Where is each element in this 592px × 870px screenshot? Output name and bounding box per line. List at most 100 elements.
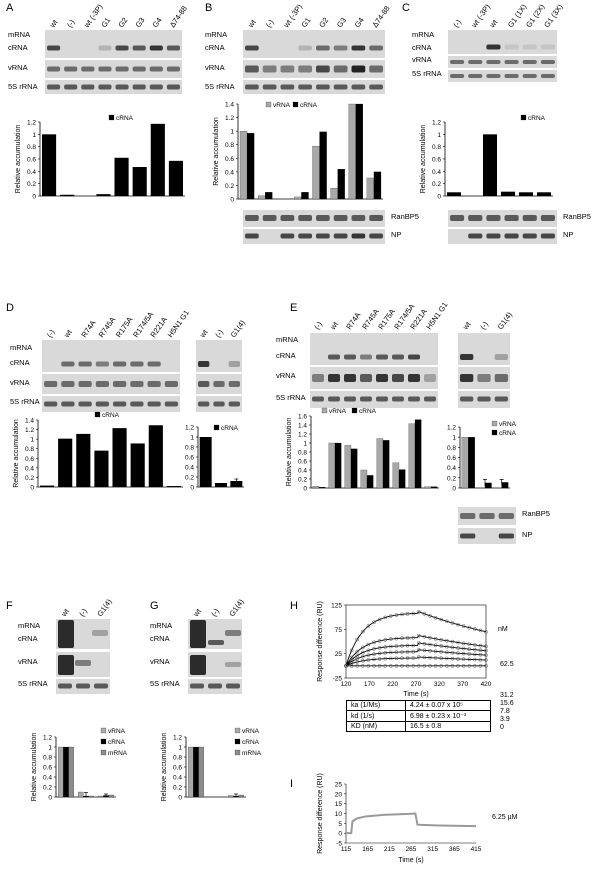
gel-box-D2: [42, 374, 180, 394]
row-label-B-np: NP: [391, 230, 401, 239]
bar-G-mRNA-2: [238, 794, 244, 798]
gel-band-E5-0: [460, 374, 474, 382]
data-point-0-100: [484, 629, 488, 634]
gel-band-F3-2: [94, 683, 108, 689]
bar-D1-cRNA-3: [94, 450, 109, 487]
gel-band-D3-6: [147, 401, 161, 407]
data-point-2-16: [366, 648, 371, 653]
gel-band-D2-2: [78, 381, 92, 387]
data-point-2-92: [472, 647, 477, 652]
legend-label-E1-crna: cRNA: [359, 408, 377, 415]
y-tick-label-F-4: 0.8: [43, 755, 52, 762]
data-point-1-84: [461, 641, 466, 646]
gel-band-E2-3: [360, 374, 372, 382]
gel-band-B5-6: [369, 233, 383, 239]
gel-band-A2-5: [132, 66, 146, 72]
data-point-1-24: [377, 639, 382, 643]
y-tick-label-F-6: 1.2: [43, 735, 52, 742]
data-point-4-92: [472, 657, 477, 662]
chart-D1: 0 0.2 0.4 0.6 0.8 1 1.2 1.4 Relative accumulatio…: [13, 411, 183, 492]
bar-B-cRNA-1: [265, 192, 273, 200]
bar-B-cRNA-3: [301, 192, 309, 200]
gel-band-C2-1: [468, 60, 483, 64]
y-tick-label-D1-5: 1: [30, 437, 34, 444]
data-point-3-12: [360, 654, 365, 659]
conc-label-2: 15.6: [500, 700, 514, 707]
data-point-0-88: [467, 625, 472, 630]
fit-curve-0: [345, 611, 487, 666]
bar-E1-cRNA-6: [414, 419, 422, 489]
gel-band-G2-1: [225, 662, 241, 667]
data-point-4-80: [456, 657, 460, 661]
gel-band-B4-3: [298, 215, 312, 221]
legend-swatch-F-mrna: [100, 749, 107, 756]
lane-label-F-1: (-): [77, 606, 89, 618]
x-axis-label-I: Time (s): [398, 857, 423, 864]
conc-unit: nM: [498, 626, 508, 633]
legend-label-G-mrna: mRNA: [242, 750, 262, 757]
gel-band-G1-0: [190, 620, 206, 648]
data-point-1-88: [467, 642, 472, 646]
gel-band-B4-2: [280, 215, 295, 221]
bar-E1-cRNA-4: [382, 440, 390, 489]
gel-box-C4: [448, 210, 557, 227]
gel-band-B5-2: [298, 233, 312, 239]
y-tick-label-B-2: 0.4: [225, 169, 234, 176]
gel-band-E2-4: [376, 374, 388, 382]
row-label-A-vrna: vRNA: [8, 63, 28, 72]
y-tick-label-I-3: 10: [335, 811, 343, 818]
data-point-4-88: [467, 657, 472, 662]
gel-band-F1-1: [92, 630, 108, 636]
y-tick-label-I-5: 20: [335, 791, 343, 798]
gel-band-E2-2: [344, 374, 356, 382]
y-tick-label-D1-0: 0: [30, 485, 34, 492]
bar-F-mRNA-2: [108, 794, 114, 798]
gel-band-G2-0: [190, 655, 206, 675]
gel-band-B1-3: [333, 45, 348, 51]
data-point-5-100: [484, 663, 488, 668]
gel-band-E2-5: [392, 374, 404, 382]
data-point-2-48: [411, 643, 416, 648]
gel-band-E2-7: [424, 374, 436, 382]
gel-box-C2: [448, 56, 557, 68]
legend-label-D2-crna: cRNA: [221, 425, 239, 432]
row-label-A-5s: 5S rRNA: [8, 82, 38, 91]
kd-value: 6.98 ± 0.23 x 10⁻³: [405, 710, 491, 722]
data-point-5-96: [478, 663, 483, 668]
bar-B-vRNA-5: [330, 188, 338, 200]
gel-band-A2-3: [98, 66, 112, 72]
panel-letter-b: B: [205, 2, 213, 14]
bar-E1-vRNA-3: [360, 469, 368, 489]
data-point-4-12: [360, 658, 365, 663]
bar-D2-cRNA-1: [215, 483, 227, 487]
gel-band-C1-2: [522, 44, 537, 50]
bar-A-cRNA-0: [41, 134, 57, 196]
conc-label-4: 3.9: [500, 716, 510, 723]
gel-band-D1-2: [95, 361, 109, 367]
data-point-4-56: [422, 655, 427, 660]
gel-band-B2-5: [333, 65, 348, 73]
chart-H: -25 25 75 125 120 170 220 270 320 370 420 Time (s) R…: [317, 601, 514, 731]
y-tick-label-D1-1: 0.2: [25, 475, 34, 482]
legend-label-F-crna: cRNA: [108, 739, 126, 746]
legend-label-C-crna: cRNA: [528, 115, 546, 122]
y-tick-label-C-3: 0.6: [432, 157, 441, 164]
gel-box-B1: [243, 30, 385, 58]
data-point-0-8: [355, 637, 360, 642]
gel-band-B1-1: [298, 45, 312, 51]
data-point-1-52: [416, 633, 421, 638]
row-label-A-crna: cRNA: [8, 43, 28, 52]
data-point-4-48: [411, 656, 416, 660]
gel-band-C2-0: [450, 60, 465, 64]
y-tick-label-F-0: 0: [48, 795, 52, 802]
gel-box-E2: [310, 367, 438, 389]
legend-label-G-crna: cRNA: [242, 739, 260, 746]
y-tick-label-F-5: 1: [48, 745, 52, 752]
data-point-5-44: [405, 663, 410, 668]
bar-E1-vRNA-4: [376, 438, 384, 489]
data-point-3-100: [484, 653, 488, 657]
gel-band-B3-7: [369, 84, 383, 90]
panel-letter-g: G: [150, 600, 159, 612]
conc-label-0: 62.5: [500, 661, 514, 668]
gel-band-F2-1: [75, 660, 91, 666]
